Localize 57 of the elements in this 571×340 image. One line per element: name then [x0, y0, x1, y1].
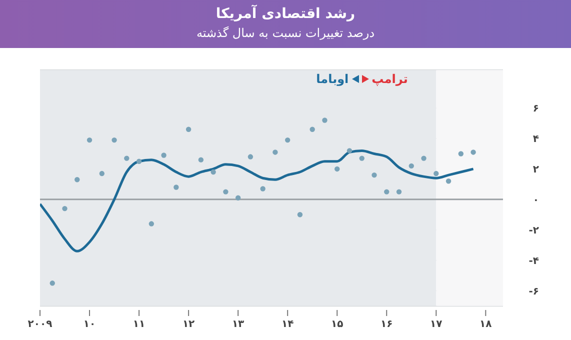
x-tick-label: ۱۴	[281, 319, 294, 330]
point	[174, 184, 179, 190]
point	[322, 118, 328, 123]
point	[396, 189, 402, 194]
point	[86, 137, 92, 143]
y-tick-label: ۰	[532, 194, 539, 206]
point	[260, 186, 266, 192]
point	[50, 280, 55, 286]
point	[446, 178, 452, 184]
point	[161, 152, 166, 158]
x-tick-label: ۱۲	[182, 319, 195, 330]
point	[384, 189, 390, 194]
point	[99, 170, 104, 176]
y-tick-label: ۴	[532, 134, 539, 146]
y-tick-label: -۴	[528, 256, 539, 267]
point	[248, 154, 254, 160]
point	[372, 172, 377, 178]
point	[470, 150, 476, 155]
x-tick-label: ۱۵	[331, 319, 344, 330]
point	[458, 151, 464, 156]
y-tick-label: -۲	[528, 225, 539, 236]
chart-subtitle: درصد تغییرات نسبت به سال گذشته	[195, 25, 376, 42]
point	[421, 156, 426, 161]
point	[136, 158, 142, 164]
point	[235, 195, 241, 200]
point	[186, 126, 192, 132]
point	[359, 156, 364, 161]
point	[272, 150, 278, 155]
point	[148, 221, 154, 226]
x-tick-label: ۲۰۰۹	[28, 319, 52, 330]
point	[434, 170, 439, 176]
x-tick-label: ۱۳	[232, 319, 244, 330]
point	[223, 189, 228, 194]
point	[198, 157, 204, 162]
x-tick-label: ۱۶	[380, 319, 393, 330]
band-label: اوباما	[316, 72, 349, 86]
point	[124, 156, 130, 161]
point	[310, 126, 315, 132]
chart-title: رشد اقتصادی آمریکا	[214, 4, 356, 24]
x-tick-label: ۱۱	[132, 319, 146, 330]
point	[334, 166, 340, 172]
x-tick-label: ۱۸	[480, 319, 492, 330]
y-tick-label: ۶	[532, 104, 539, 115]
y-tick-label: -۶	[528, 286, 539, 298]
point	[284, 137, 290, 143]
point	[112, 137, 117, 143]
point	[210, 169, 216, 175]
line-series	[40, 149, 475, 252]
x-tick-label: ۱۷	[430, 319, 442, 330]
point	[297, 212, 303, 218]
band-label: ترامپ	[372, 72, 408, 86]
point	[346, 148, 352, 154]
point	[408, 163, 414, 169]
point	[62, 206, 68, 212]
y-tick-label: ۲	[532, 164, 539, 176]
x-tick-label: ۱۰	[83, 319, 96, 330]
point	[74, 177, 80, 182]
